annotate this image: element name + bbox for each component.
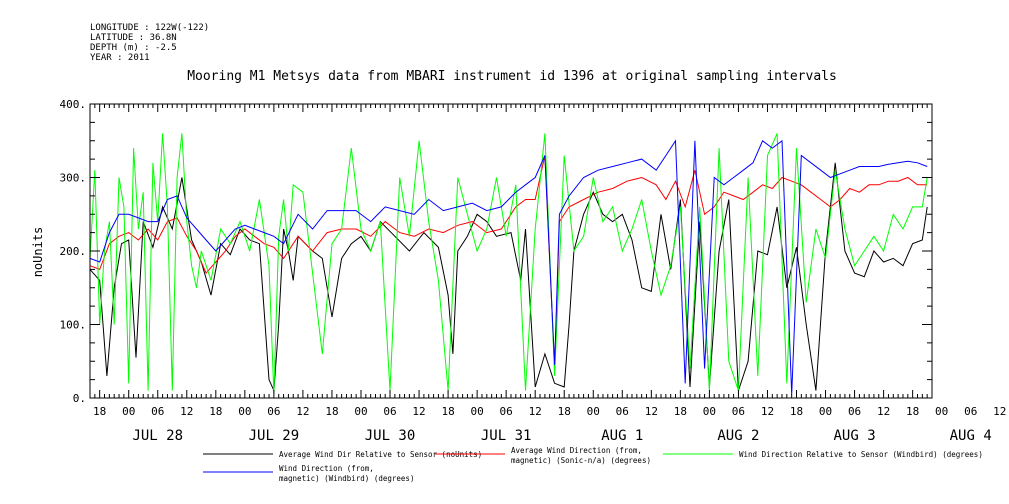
legend-label-3-line2: magnetic) (Windbird) (degrees) <box>279 474 414 483</box>
x-date-label: JUL 30 <box>365 428 416 444</box>
depth-label: DEPTH (m) : -2.5 <box>90 43 177 53</box>
x-hour-label: 12 <box>993 405 1006 418</box>
series-line-3 <box>89 139 928 395</box>
x-hour-label: 06 <box>732 405 745 418</box>
x-date-label: AUG 3 <box>833 428 875 444</box>
x-date-label: JUL 29 <box>249 428 300 444</box>
x-hour-label: 06 <box>267 405 280 418</box>
legend-label-3: Wind Direction (from, <box>279 464 374 473</box>
x-hour-label: 12 <box>529 405 542 418</box>
x-hour-label: 00 <box>587 405 600 418</box>
x-date-label: JUL 31 <box>481 428 532 444</box>
x-hour-label: 12 <box>645 405 658 418</box>
x-hour-label: 06 <box>151 405 164 418</box>
year-label: YEAR : 2011 <box>90 53 150 63</box>
chart-title: Mooring M1 Metsys data from MBARI instru… <box>187 69 837 84</box>
x-hour-label: 00 <box>703 405 716 418</box>
x-hour-label: 12 <box>412 405 425 418</box>
series-layer <box>89 133 928 395</box>
x-hour-label: 12 <box>761 405 774 418</box>
x-hour-label: 18 <box>906 405 919 418</box>
y-tick-label: 300. <box>60 172 87 185</box>
x-hour-label: 18 <box>558 405 571 418</box>
legend-label-0: Average Wind Dir Relative to Sensor (noU… <box>279 450 482 459</box>
x-hour-label: 06 <box>616 405 629 418</box>
x-date-label: AUG 1 <box>601 428 643 444</box>
x-hour-label: 18 <box>441 405 454 418</box>
x-date-label: AUG 4 <box>950 428 992 444</box>
y-tick-label: 100. <box>60 319 87 332</box>
axis-layer: 0. 100. 200. 300. 400. 18 00 06 12 18 00 06 12 18 00 06… <box>60 98 1007 444</box>
y-axis-label: noUnits <box>31 227 45 278</box>
x-hour-label: 06 <box>964 405 977 418</box>
legend-label-1: Average Wind Direction (from, <box>511 446 642 455</box>
x-hour-label: 18 <box>209 405 222 418</box>
x-hour-label: 12 <box>296 405 309 418</box>
legend-label-2: Wind Direction Relative to Sensor (Windb… <box>739 450 983 459</box>
x-hour-label: 06 <box>500 405 513 418</box>
y-tick-label: 400. <box>60 98 87 111</box>
x-hour-label: 18 <box>93 405 106 418</box>
x-hour-label: 00 <box>122 405 135 418</box>
x-date-label: AUG 2 <box>717 428 759 444</box>
x-hour-label: 18 <box>325 405 338 418</box>
x-hour-label: 06 <box>848 405 861 418</box>
x-hour-label: 00 <box>935 405 948 418</box>
longitude-label: LONGITUDE : 122W(-122) <box>90 23 209 33</box>
x-hour-label: 18 <box>790 405 803 418</box>
x-hour-label: 00 <box>354 405 367 418</box>
x-hour-label: 06 <box>383 405 396 418</box>
legend: Average Wind Dir Relative to Sensor (noU… <box>203 446 983 483</box>
latitude-label: LATITUDE : 36.8N <box>90 33 177 43</box>
x-hour-label: 00 <box>819 405 832 418</box>
y-tick-label: 0. <box>73 392 86 405</box>
x-hour-label: 12 <box>877 405 890 418</box>
legend-label-1-line2: magnetic) (Sonic-n/a) (degrees) <box>511 456 651 465</box>
series-line-0 <box>89 162 928 391</box>
series-line-1 <box>89 155 928 369</box>
y-tick-label: 200. <box>60 245 87 258</box>
x-hour-label: 18 <box>674 405 687 418</box>
x-date-label: JUL 28 <box>132 428 183 444</box>
series-line-2 <box>89 133 928 395</box>
x-hour-label: 12 <box>180 405 193 418</box>
x-hour-label: 00 <box>238 405 251 418</box>
x-hour-label: 00 <box>471 405 484 418</box>
